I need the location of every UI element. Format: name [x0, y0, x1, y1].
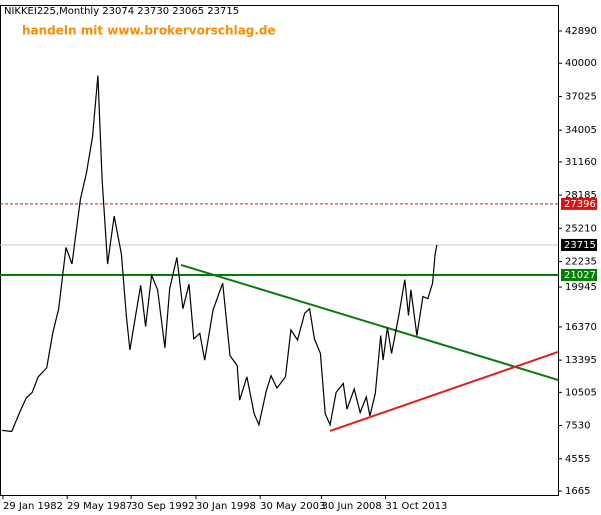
- x-tick-label: 29 May 1987: [67, 501, 132, 512]
- y-tick-label: 13395: [565, 355, 597, 366]
- x-tick-label: 29 Jan 1982: [3, 501, 63, 512]
- y-tick-label: 19945: [565, 282, 597, 293]
- y-tick-label: 40000: [565, 58, 597, 69]
- y-tick-label: 42890: [565, 26, 597, 37]
- y-tick-label: 7530: [565, 421, 590, 432]
- level-label: 21027: [564, 270, 596, 281]
- annotation: handeln mit www.brokervorschlag.de: [22, 24, 276, 38]
- y-tick-label: 34005: [565, 125, 597, 136]
- level-badge: [561, 268, 597, 281]
- plot-frame: [0, 5, 559, 496]
- y-tick-label: 4555: [565, 454, 590, 465]
- level-label: 23715: [564, 240, 596, 251]
- y-tick-label: 22235: [565, 256, 597, 267]
- x-tick-label: 30 May 2003: [260, 501, 325, 512]
- y-tick-label: 1665: [565, 486, 590, 497]
- level-badge: [561, 238, 597, 251]
- x-tick-label: 30 Jun 2008: [322, 501, 382, 512]
- y-tick-label: 37025: [565, 91, 597, 102]
- y-tick-label: 31160: [565, 157, 597, 168]
- trend-line: [329, 350, 559, 432]
- x-tick-label: 31 Oct 2013: [386, 501, 448, 512]
- x-tick-label: 30 Jan 1998: [196, 501, 256, 512]
- x-tick-label: 30 Sep 1992: [131, 501, 194, 512]
- price-line: [2, 75, 438, 433]
- y-tick-label: 16370: [565, 322, 597, 333]
- chart-title: NIKKEI225,Monthly 23074 23730 23065 2371…: [4, 6, 239, 17]
- level-label: 27396: [564, 199, 596, 210]
- y-tick-label: 10505: [565, 387, 597, 398]
- trend-line: [180, 263, 559, 381]
- y-tick-label: 25210: [565, 223, 597, 234]
- level-badge: [561, 197, 597, 210]
- y-tick-label: 28185: [565, 190, 597, 201]
